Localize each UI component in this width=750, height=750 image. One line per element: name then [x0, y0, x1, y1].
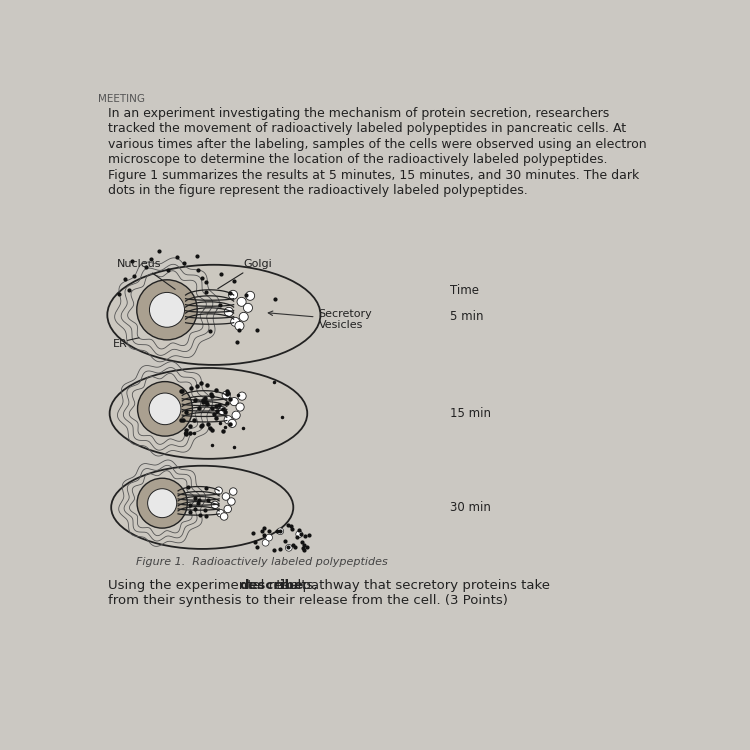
Text: tracked the movement of radioactively labeled polypeptides in pancreatic cells. : tracked the movement of radioactively la… [108, 122, 626, 135]
Circle shape [137, 478, 188, 528]
Circle shape [238, 392, 246, 400]
Text: 15 min: 15 min [450, 407, 491, 420]
Text: MEETING: MEETING [98, 94, 145, 104]
Text: dots in the figure represent the radioactively labeled polypeptides.: dots in the figure represent the radioac… [108, 184, 527, 197]
Circle shape [149, 292, 184, 327]
Text: Golgi: Golgi [217, 259, 272, 289]
Circle shape [229, 290, 238, 299]
Circle shape [239, 312, 248, 321]
Circle shape [266, 534, 272, 541]
Circle shape [286, 544, 292, 551]
Circle shape [232, 411, 240, 419]
Circle shape [231, 317, 240, 326]
Circle shape [214, 487, 223, 494]
Circle shape [227, 498, 236, 506]
Circle shape [228, 419, 236, 428]
Circle shape [296, 531, 302, 538]
Circle shape [245, 291, 255, 300]
Circle shape [222, 493, 230, 500]
Text: ER: ER [113, 339, 128, 349]
Circle shape [222, 392, 230, 399]
Text: the pathway that secretory proteins take: the pathway that secretory proteins take [272, 579, 550, 592]
Text: Using the experimental results,: Using the experimental results, [108, 579, 322, 592]
Circle shape [262, 539, 269, 546]
Text: In an experiment investigating the mechanism of protein secretion, researchers: In an experiment investigating the mecha… [108, 107, 609, 120]
Circle shape [220, 513, 228, 520]
Text: Nucleus: Nucleus [117, 259, 176, 290]
Circle shape [244, 303, 253, 312]
Circle shape [149, 393, 181, 424]
Text: Secretory
Vesicles: Secretory Vesicles [268, 309, 372, 330]
Text: various times after the labeling, samples of the cells were observed using an el: various times after the labeling, sample… [108, 138, 646, 151]
Text: from their synthesis to their release from the cell. (3 Points): from their synthesis to their release fr… [108, 594, 508, 608]
Circle shape [237, 297, 246, 306]
Text: 5 min: 5 min [450, 310, 484, 323]
Circle shape [224, 506, 232, 513]
Circle shape [230, 398, 238, 406]
Circle shape [230, 488, 237, 495]
Circle shape [236, 403, 244, 411]
Circle shape [224, 416, 232, 424]
Ellipse shape [110, 368, 308, 459]
Circle shape [218, 406, 226, 415]
Text: Figure 1.  Radioactively labeled polypeptides: Figure 1. Radioactively labeled polypept… [136, 557, 388, 568]
Text: 30 min: 30 min [450, 501, 491, 514]
Text: describe: describe [239, 579, 303, 592]
Text: microscope to determine the location of the radioactively labeled polypeptides.: microscope to determine the location of … [108, 153, 608, 166]
Circle shape [137, 382, 193, 436]
Circle shape [277, 528, 284, 535]
Circle shape [148, 489, 177, 518]
Circle shape [136, 280, 197, 340]
Circle shape [224, 308, 233, 316]
Circle shape [211, 501, 219, 509]
Text: Figure 1 summarizes the results at 5 minutes, 15 minutes, and 30 minutes. The da: Figure 1 summarizes the results at 5 min… [108, 169, 639, 182]
Ellipse shape [111, 466, 293, 549]
Text: Time: Time [450, 284, 479, 297]
Ellipse shape [107, 265, 320, 365]
Circle shape [217, 509, 224, 517]
Circle shape [235, 321, 244, 330]
